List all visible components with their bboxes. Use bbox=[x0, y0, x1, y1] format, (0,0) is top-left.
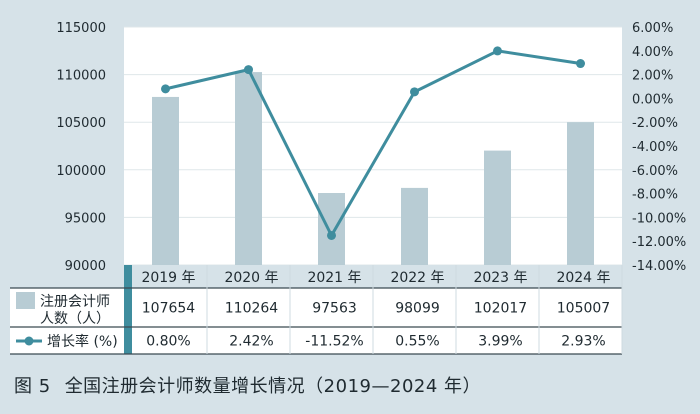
legend-bar-label: 注册会计师 bbox=[40, 294, 110, 310]
right-axis-tick-label: -2.00% bbox=[632, 116, 678, 131]
line-value-label: 0.80% bbox=[146, 334, 190, 350]
right-axis-tick-label: -6.00% bbox=[632, 164, 678, 179]
bar-value-label: 98099 bbox=[395, 301, 440, 317]
right-axis: -14.00% -12.00% -10.00% -8.00% -6.00% -4.00% -… bbox=[632, 21, 686, 274]
line-value-label: 0.55% bbox=[395, 334, 439, 350]
growth-line bbox=[165, 49, 581, 237]
line-value-label: 2.93% bbox=[561, 334, 605, 350]
figure-number: 图 5 bbox=[14, 376, 51, 397]
table-line-row bbox=[10, 327, 622, 354]
left-axis-tick-label: 105000 bbox=[56, 116, 106, 131]
category-label: 2021 年 bbox=[307, 270, 361, 286]
left-axis-tick-label: 90000 bbox=[65, 259, 106, 274]
bar-series bbox=[152, 72, 594, 265]
line-value-label: 2.42% bbox=[229, 334, 273, 350]
right-axis-tick-label: -14.00% bbox=[632, 259, 686, 274]
category-label: 2019 年 bbox=[141, 270, 195, 286]
left-axis-tick-label: 100000 bbox=[56, 164, 106, 179]
figure-caption: 图 5 全国注册会计师数量增长情况（2019—2024 年） bbox=[14, 372, 481, 398]
category-label: 2022 年 bbox=[390, 270, 444, 286]
growth-point bbox=[576, 59, 585, 69]
right-axis-tick-label: -4.00% bbox=[632, 140, 678, 155]
bar-value-label: 107654 bbox=[142, 301, 196, 317]
figure-title: 全国注册会计师数量增长情况（2019—2024 年） bbox=[64, 376, 482, 397]
bar-value-label: 102017 bbox=[474, 301, 527, 317]
bar bbox=[401, 187, 428, 265]
right-axis-tick-label: -10.00% bbox=[632, 211, 686, 226]
bar bbox=[152, 96, 179, 265]
left-axis-tick-label: 115000 bbox=[56, 21, 106, 36]
legend-line-marker bbox=[24, 336, 34, 346]
category-label: 2024 年 bbox=[556, 270, 610, 286]
line-value-label: 3.99% bbox=[478, 334, 522, 350]
bar-value-label: 97563 bbox=[312, 301, 357, 317]
growth-point bbox=[410, 87, 419, 97]
table-bar-row bbox=[10, 288, 622, 327]
left-axis-tick-label: 95000 bbox=[65, 211, 106, 226]
right-axis-tick-label: 6.00% bbox=[632, 21, 673, 36]
line-series bbox=[161, 46, 585, 240]
legend-line-label: 增长率 (%) bbox=[47, 333, 118, 350]
bar-value-label: 105007 bbox=[557, 301, 610, 317]
growth-point bbox=[327, 230, 336, 240]
right-axis-tick-label: 0.00% bbox=[632, 92, 673, 107]
bar bbox=[484, 150, 511, 265]
bar bbox=[318, 193, 345, 265]
data-table: 2019 年 2020 年 2021 年 2022 年 2023 年 2024 年 1076… bbox=[10, 265, 623, 355]
growth-point bbox=[493, 46, 502, 56]
plot-background bbox=[124, 27, 622, 265]
bar bbox=[235, 72, 262, 265]
right-axis-tick-label: -12.00% bbox=[632, 235, 686, 250]
legend-bar-swatch bbox=[16, 292, 35, 309]
category-label: 2020 年 bbox=[224, 270, 278, 286]
left-axis-tick-label: 110000 bbox=[56, 69, 106, 84]
left-axis: 90000 95000 100000 105000 110000 115000 bbox=[56, 21, 106, 274]
growth-point bbox=[244, 65, 253, 75]
bar bbox=[567, 122, 594, 265]
bar-value-label: 110264 bbox=[225, 301, 279, 317]
right-axis-tick-label: 4.00% bbox=[632, 45, 673, 60]
legend-bar-label: 人数（人） bbox=[40, 311, 110, 327]
line-value-label: -11.52% bbox=[305, 334, 363, 350]
right-axis-tick-label: 2.00% bbox=[632, 69, 673, 84]
growth-point bbox=[161, 84, 170, 94]
category-label: 2023 年 bbox=[473, 270, 527, 286]
right-axis-tick-label: -8.00% bbox=[632, 188, 678, 203]
table-accent-stripe bbox=[124, 265, 132, 354]
